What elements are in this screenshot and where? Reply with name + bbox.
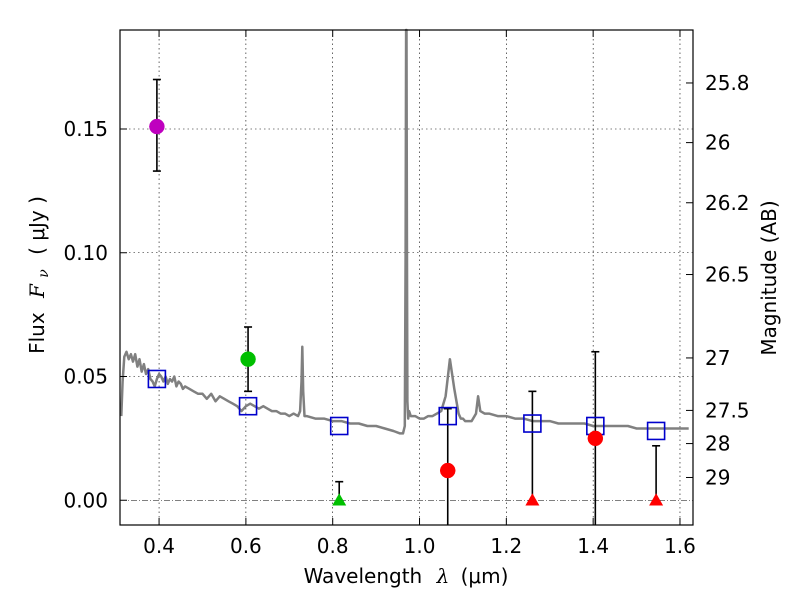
model-photometry-layer xyxy=(147,369,666,441)
y-tick-label: 0.05 xyxy=(63,365,108,389)
grid xyxy=(120,30,693,525)
x-tick-label: 0.6 xyxy=(230,534,262,558)
x-axis-label-unit: (μm) xyxy=(461,564,509,588)
model-photometry-box xyxy=(147,369,167,389)
x-axis-ticks: 0.4 0.6 0.8 1.0 1.2 1.4 1.6 xyxy=(143,30,696,558)
sed-spectrum-line xyxy=(120,28,689,435)
model-photometry-box xyxy=(523,414,542,433)
x-tick-label: 1.6 xyxy=(664,534,696,558)
x-axis-label-prefix: Wavelength xyxy=(304,564,423,588)
magnitude-tick-label: 25.8 xyxy=(705,71,750,95)
obs-7-upper-limit-triangle xyxy=(649,493,664,506)
x-tick-label: 1.2 xyxy=(490,534,522,558)
x-axis-label-symbol: λ xyxy=(436,564,450,588)
y-axis-label-unit: ( μJy ) xyxy=(25,196,49,255)
magnitude-tick-label: 26.2 xyxy=(705,191,750,215)
y-axis-ticks: 0.00 0.05 0.10 0.15 xyxy=(63,117,127,512)
magnitude-tick-label: 26 xyxy=(705,131,730,155)
model-photometry-box xyxy=(438,406,458,426)
y-axis-label-prefix: Flux xyxy=(25,312,49,354)
x-tick-label: 0.4 xyxy=(143,534,175,558)
obs-4-point xyxy=(439,462,456,479)
observed-photometry-layer xyxy=(149,118,664,506)
model-photometry-box xyxy=(329,416,349,436)
obs-5-upper-limit-triangle xyxy=(525,493,540,506)
x-tick-label: 1.0 xyxy=(404,534,436,558)
magnitude-axis-label: Magnitude (AB) xyxy=(757,200,781,355)
sed-spectrum-layer xyxy=(120,28,689,435)
obs-2-point xyxy=(240,351,256,367)
x-axis-label: Wavelength λ (μm) xyxy=(304,564,509,588)
obs-6-point xyxy=(587,430,604,447)
y-tick-label: 0.00 xyxy=(63,488,108,512)
x-tick-label: 1.4 xyxy=(577,534,609,558)
magnitude-tick-label: 27 xyxy=(705,346,730,370)
model-photometry-box xyxy=(646,421,666,441)
y-axis-label-subscript: ν xyxy=(36,269,52,278)
magnitude-tick-label: 26.5 xyxy=(705,263,750,287)
obs-1-point xyxy=(149,118,165,135)
magnitude-axis-ticks: 25.8 26 26.2 26.5 27 27.5 28 29 xyxy=(686,71,750,489)
model-photometry-box xyxy=(238,396,258,416)
y-tick-label: 0.10 xyxy=(63,241,108,265)
x-tick-label: 0.8 xyxy=(317,534,349,558)
plot-frame xyxy=(119,29,694,526)
obs-3-upper-limit-triangle xyxy=(332,493,347,506)
y-tick-label: 0.15 xyxy=(63,117,108,141)
y-axis-label-symbol: F xyxy=(25,283,49,299)
magnitude-tick-label: 28 xyxy=(705,432,730,456)
y-axis-label: Flux F ν ( μJy ) xyxy=(25,196,53,354)
magnitude-tick-label: 29 xyxy=(705,465,730,489)
magnitude-tick-label: 27.5 xyxy=(705,398,750,422)
